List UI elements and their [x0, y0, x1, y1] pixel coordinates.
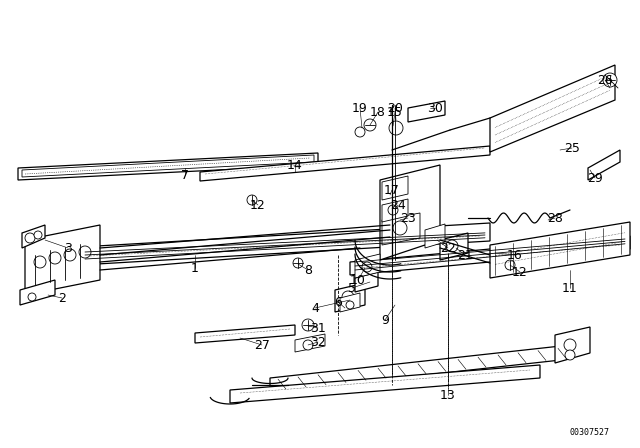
Text: 25: 25 [564, 142, 580, 155]
Polygon shape [295, 334, 325, 352]
Polygon shape [355, 272, 378, 292]
Text: 12: 12 [250, 198, 266, 211]
Text: 26: 26 [597, 73, 613, 86]
Polygon shape [340, 293, 360, 312]
Circle shape [247, 195, 257, 205]
Circle shape [28, 293, 36, 301]
Text: 12: 12 [512, 266, 528, 279]
Text: 19: 19 [352, 102, 368, 115]
Polygon shape [382, 213, 420, 245]
Text: 14: 14 [287, 159, 303, 172]
Text: 32: 32 [310, 336, 326, 349]
Text: 5: 5 [348, 281, 356, 294]
Text: 24: 24 [390, 198, 406, 211]
Circle shape [564, 339, 576, 351]
Text: 15: 15 [387, 105, 403, 119]
Circle shape [565, 350, 575, 360]
Text: 11: 11 [562, 281, 578, 294]
Text: 30: 30 [427, 102, 443, 115]
Polygon shape [18, 153, 318, 180]
Polygon shape [22, 155, 314, 177]
Polygon shape [588, 150, 620, 180]
Polygon shape [380, 165, 440, 260]
Circle shape [388, 205, 398, 215]
Polygon shape [22, 225, 45, 248]
Circle shape [64, 249, 76, 261]
Circle shape [293, 258, 303, 268]
Circle shape [446, 240, 458, 252]
Text: 22: 22 [440, 241, 456, 254]
Text: 27: 27 [254, 339, 270, 352]
Text: 13: 13 [440, 388, 456, 401]
Polygon shape [25, 225, 100, 295]
Text: 10: 10 [350, 273, 366, 287]
Polygon shape [80, 223, 490, 265]
Circle shape [49, 252, 61, 264]
Circle shape [355, 127, 365, 137]
Text: 21: 21 [457, 249, 473, 262]
Polygon shape [20, 280, 55, 305]
Circle shape [79, 246, 91, 258]
Text: 4: 4 [311, 302, 319, 314]
Text: 2: 2 [58, 292, 66, 305]
Text: 7: 7 [181, 168, 189, 181]
Text: 17: 17 [384, 184, 400, 197]
Polygon shape [195, 325, 295, 343]
Polygon shape [425, 224, 445, 248]
Polygon shape [382, 199, 408, 222]
Polygon shape [270, 345, 570, 392]
Polygon shape [230, 365, 540, 403]
Circle shape [362, 262, 372, 272]
Polygon shape [440, 233, 468, 260]
Circle shape [34, 256, 46, 268]
Text: 23: 23 [400, 211, 416, 224]
Polygon shape [335, 283, 365, 312]
Text: 18: 18 [370, 105, 386, 119]
Text: 8: 8 [304, 263, 312, 276]
Text: 20: 20 [387, 102, 403, 115]
Polygon shape [555, 327, 590, 363]
Circle shape [505, 260, 515, 270]
Circle shape [389, 121, 403, 135]
Text: 31: 31 [310, 322, 326, 335]
Circle shape [34, 231, 42, 239]
Circle shape [25, 233, 35, 243]
Polygon shape [408, 101, 445, 122]
Text: 00307527: 00307527 [570, 427, 610, 436]
Polygon shape [382, 176, 408, 200]
Polygon shape [355, 254, 380, 278]
Circle shape [342, 291, 354, 303]
Text: 16: 16 [507, 249, 523, 262]
Circle shape [302, 319, 314, 331]
Circle shape [603, 73, 617, 87]
Polygon shape [490, 222, 630, 278]
Text: 28: 28 [547, 211, 563, 224]
Text: 6: 6 [334, 296, 342, 309]
Circle shape [393, 221, 407, 235]
Circle shape [303, 340, 313, 350]
Text: 1: 1 [191, 262, 199, 275]
Polygon shape [350, 236, 630, 275]
Circle shape [364, 119, 376, 131]
Text: 3: 3 [64, 241, 72, 254]
Circle shape [346, 301, 354, 309]
Text: 29: 29 [587, 172, 603, 185]
Polygon shape [200, 146, 490, 181]
Text: 9: 9 [381, 314, 389, 327]
Polygon shape [490, 65, 615, 152]
